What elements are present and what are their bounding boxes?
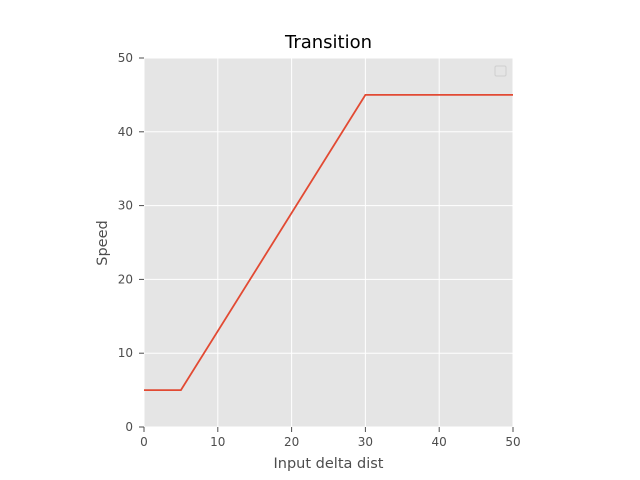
x-tick-label: 50 [505,435,520,449]
y-axis-label: Speed [95,220,111,265]
x-tick-label: 30 [358,435,373,449]
ticks: 0 10 20 30 40 50 0 10 20 30 40 50 [118,51,521,449]
y-tick-label: 40 [118,125,133,139]
x-axis-label: Input delta dist [274,456,384,472]
series-line-1 [144,94,513,392]
y-tick-label: 0 [125,420,133,434]
y-tick-label: 50 [118,51,133,65]
series-layer [144,94,513,392]
plot-background [144,58,513,427]
y-tick-label: 20 [118,272,133,286]
x-tick-label: 10 [210,435,225,449]
x-tick-label: 0 [140,435,148,449]
y-tick-label: 30 [118,199,133,213]
x-tick-label: 20 [284,435,299,449]
legend-box [494,65,507,77]
chart-title: Transition [284,32,372,53]
y-tick-label: 10 [118,346,133,360]
grid [143,57,514,428]
x-tick-label: 40 [432,435,447,449]
